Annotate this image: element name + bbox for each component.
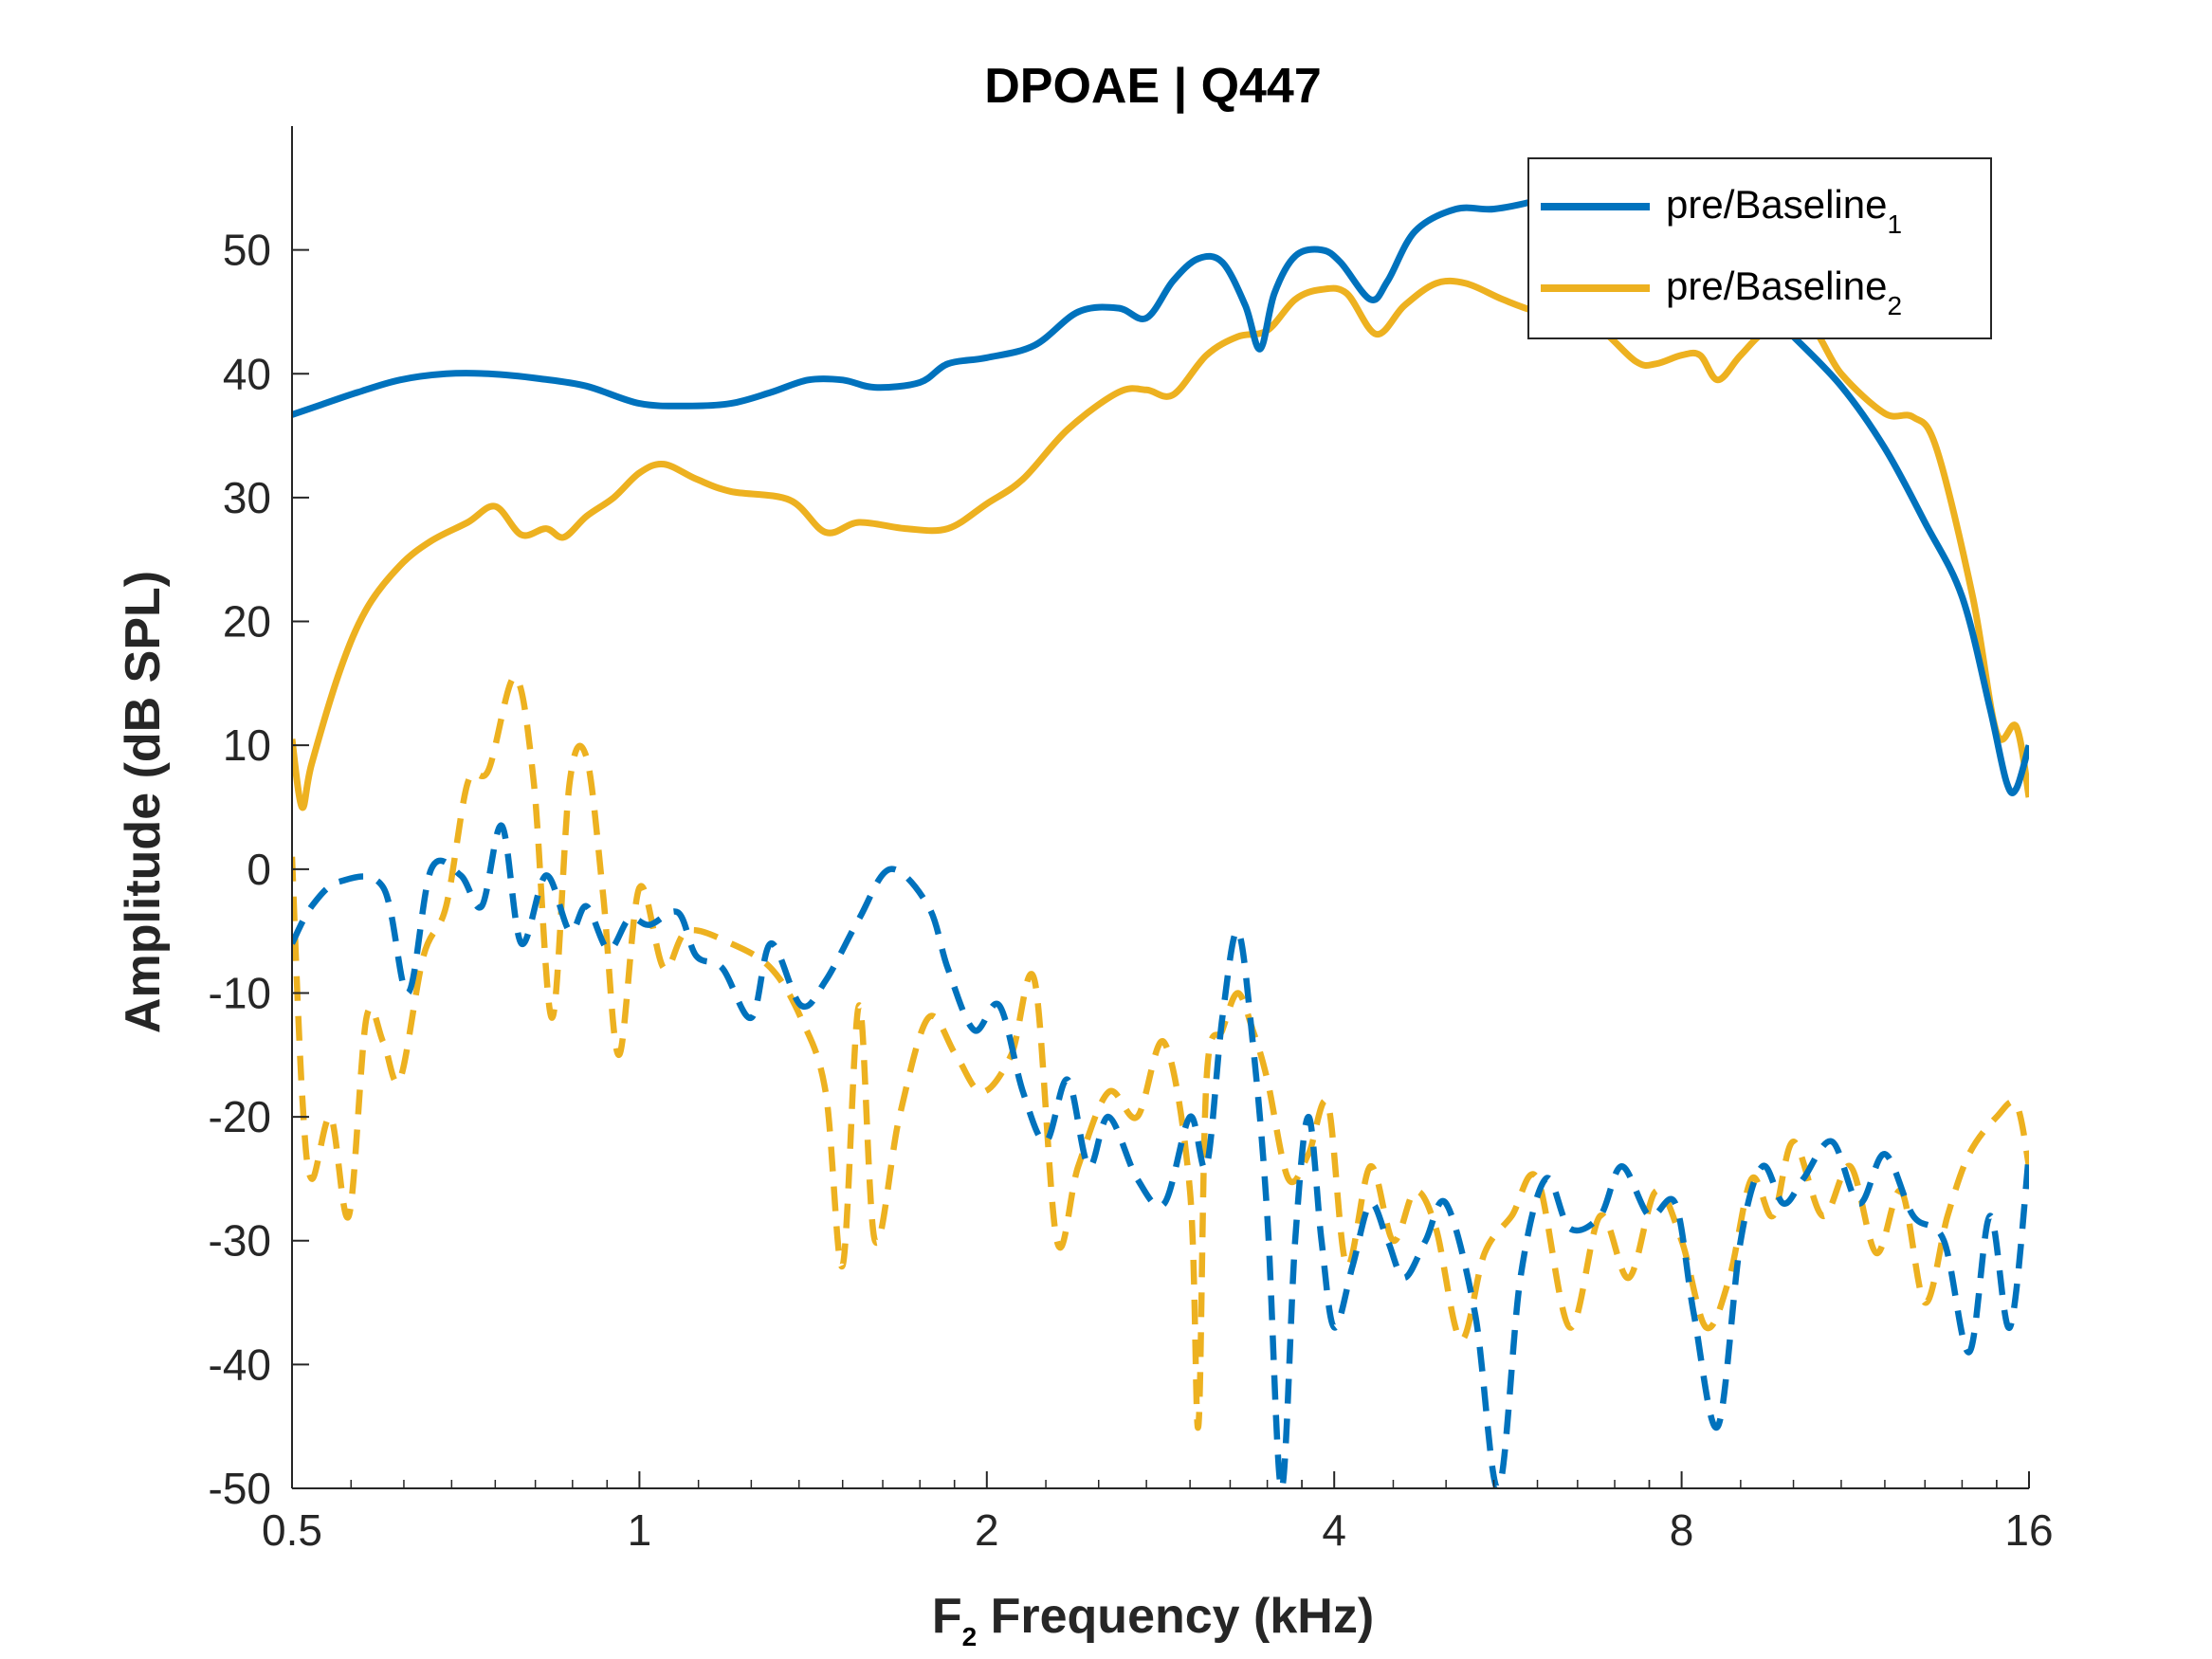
y-tick-label: -20 bbox=[209, 1092, 271, 1141]
y-tick-label: 10 bbox=[223, 720, 271, 770]
x-axis-label-rest: Frequency (kHz) bbox=[977, 1589, 1374, 1644]
legend-label-2: pre/Baseline2 bbox=[1666, 264, 1902, 320]
y-tick-label: 30 bbox=[223, 473, 271, 522]
x-tick-label: 1 bbox=[628, 1505, 652, 1555]
y-tick-label: 50 bbox=[223, 226, 271, 275]
y-tick-label: 0 bbox=[247, 845, 271, 894]
series-line-0 bbox=[292, 184, 1579, 418]
chart-title: DPOAE | Q447 bbox=[984, 59, 1322, 114]
x-tick-label: 0.5 bbox=[262, 1505, 322, 1555]
legend: pre/Baseline1 pre/Baseline2 bbox=[1527, 157, 1992, 339]
series-line-2 bbox=[1791, 334, 2029, 796]
legend-label-1: pre/Baseline1 bbox=[1666, 182, 1902, 239]
series-line-4 bbox=[292, 674, 2029, 1431]
y-tick-label: -40 bbox=[209, 1340, 271, 1389]
x-tick-label: 16 bbox=[2004, 1505, 2053, 1555]
x-axis-label-sub: 2 bbox=[962, 1622, 978, 1651]
y-tick-label: 40 bbox=[223, 349, 271, 398]
y-tick-label: 20 bbox=[223, 597, 271, 647]
x-axis-label: F2 Frequency (kHz) bbox=[932, 1589, 1374, 1651]
x-axis-label-main: F bbox=[932, 1589, 962, 1644]
axes: -50 -40 -30 -20 -10 0 10 20 30 40 50 0.5 1 2 4 8 16 bbox=[209, 126, 2054, 1555]
x-tick-label: 2 bbox=[975, 1505, 999, 1555]
x-tick-label: 8 bbox=[1670, 1505, 1694, 1555]
y-axis-label: Amplitude (dB SPL) bbox=[116, 571, 171, 1033]
x-tick-label: 4 bbox=[1322, 1505, 1346, 1555]
legend-box bbox=[1527, 157, 1992, 339]
y-tick-label: -30 bbox=[209, 1216, 271, 1266]
y-tick-label: -10 bbox=[209, 968, 271, 1017]
series-line-3 bbox=[292, 822, 2029, 1488]
y-tick-label: -50 bbox=[209, 1464, 271, 1513]
